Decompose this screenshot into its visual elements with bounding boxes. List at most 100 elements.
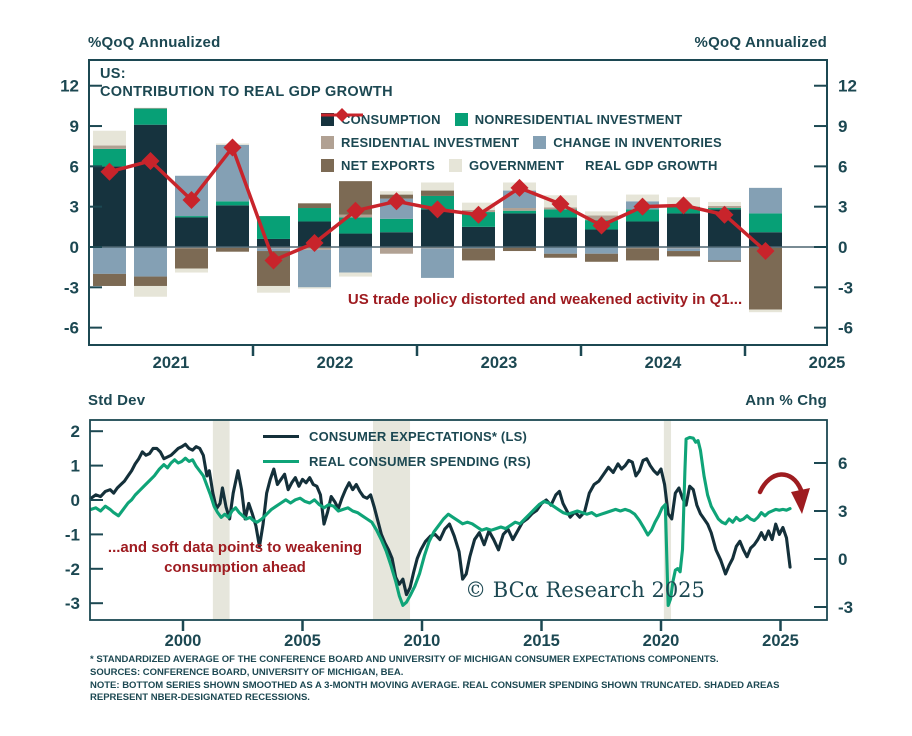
axis-tick-label: -3 (64, 278, 79, 297)
axis-tick-label: -6 (838, 319, 853, 338)
gdp-diamond (756, 242, 775, 261)
legend-item-net-exports: NET EXPORTS (321, 158, 435, 173)
bar-segment (585, 247, 618, 254)
legend-label: RESIDENTIAL INVESTMENT (341, 135, 520, 150)
top-left-axis-unit: %QoQ Annualized (88, 34, 221, 51)
bar-segment (175, 216, 208, 218)
bar-segment (257, 285, 290, 293)
legend-label: CONSUMPTION (341, 112, 441, 127)
down-arrow-icon (757, 472, 804, 495)
bar-segment (462, 248, 495, 261)
top-chart-legend: CONSUMPTION NONRESIDENTIAL INVESTMENT RE… (321, 108, 736, 177)
bar-segment (708, 260, 741, 262)
bar-segment (749, 213, 782, 233)
bar-segment (298, 249, 331, 288)
bar-segment (216, 205, 249, 247)
gdp-diamond (428, 200, 447, 219)
gdp-diamond (674, 196, 693, 215)
bar-segment (134, 124, 167, 247)
axis-tick-label: 6 (838, 454, 847, 473)
nonresidential-swatch-icon (454, 113, 468, 126)
axis-tick-label: 3 (838, 502, 847, 521)
bar-segment (585, 253, 618, 262)
legend-label: GOVERNMENT (468, 158, 565, 173)
legend-item-residential: RESIDENTIAL INVESTMENT (321, 135, 519, 150)
footnotes: * STANDARDIZED AVERAGE OF THE CONFERENCE… (90, 654, 870, 705)
bottom-left-axis-unit: Std Dev (88, 392, 146, 409)
bar-segment (749, 187, 782, 214)
bar-segment (93, 273, 126, 286)
government-swatch-icon (448, 159, 462, 172)
spending-line-icon (263, 459, 299, 464)
residential-swatch-icon (321, 136, 334, 149)
axis-tick-label: 2 (71, 422, 80, 441)
year-label: 2025 (809, 354, 846, 372)
year-label: 2010 (404, 632, 441, 650)
bar-segment (380, 232, 413, 247)
bar-segment (339, 272, 372, 277)
axis-tick-label: 12 (60, 77, 79, 96)
gdp-diamond (305, 233, 324, 252)
axis-tick-label: 0 (838, 550, 847, 569)
axis-tick-label: -1 (65, 525, 80, 544)
top-chart-title-line1: US: (100, 66, 126, 82)
legend-row-3: NET EXPORTS GOVERNMENT REAL GDP GROWTH (321, 108, 736, 177)
bar-segment (134, 108, 167, 125)
legend-label: NONRESIDENTIAL INVESTMENT (474, 112, 683, 127)
bar-segment (544, 253, 577, 258)
year-label: 2020 (643, 632, 680, 650)
legend-row-2: RESIDENTIAL INVESTMENT CHANGE IN INVENTO… (321, 131, 736, 154)
bar-segment (175, 217, 208, 247)
legend-item-government: GOVERNMENT (448, 158, 565, 173)
bar-segment (339, 233, 372, 247)
bar-segment (93, 148, 126, 167)
gdp-diamond (551, 194, 570, 213)
legend-label: NET EXPORTS (341, 158, 435, 173)
gdp-diamond (141, 151, 160, 170)
recession-band (212, 420, 230, 620)
year-label: 2015 (523, 632, 560, 650)
expectations-line-icon (263, 434, 299, 439)
bar-segment (298, 208, 331, 222)
axis-tick-label: 0 (838, 238, 847, 257)
bottom-chart-legend: CONSUMER EXPECTATIONS* (LS) REAL CONSUME… (263, 424, 531, 474)
gdp-diamond (633, 197, 652, 216)
bar-segment (421, 190, 454, 196)
bottom-annotation-line2: consumption ahead (164, 559, 306, 576)
gdp-diamond (223, 138, 242, 157)
bar-segment (421, 182, 454, 191)
legend-label: CONSUMER EXPECTATIONS* (LS) (309, 429, 527, 444)
bar-segment (667, 251, 700, 257)
axis-tick-label: 12 (838, 77, 857, 96)
bar-segment (93, 247, 126, 274)
gdp-diamond (264, 251, 283, 270)
bar-segment (134, 247, 167, 277)
axis-tick-label: -2 (65, 560, 80, 579)
bottom-plot-border (89, 419, 828, 621)
gdp-diamond (510, 178, 529, 197)
legend-label: REAL CONSUMER SPENDING (RS) (309, 454, 531, 469)
footnote-line: NOTE: BOTTOM SERIES SHOWN SMOOTHED AS A … (90, 679, 780, 691)
axis-tick-label: -3 (838, 598, 853, 617)
axis-tick-label: 0 (71, 491, 80, 510)
bar-segment (339, 217, 372, 234)
bar-segment (626, 248, 659, 261)
axis-tick-label: 3 (70, 198, 79, 217)
axis-tick-label: 6 (838, 157, 847, 176)
bca-research-watermark: © BCα Research 2025 (465, 578, 705, 602)
footnote-line: SOURCES: CONFERENCE BOARD, UNIVERSITY OF… (90, 666, 404, 678)
bar-segment (462, 226, 495, 247)
legend-item-consumer-spending: REAL CONSUMER SPENDING (RS) (263, 449, 531, 474)
bar-segment (257, 248, 290, 252)
bottom-right-axis-unit: Ann % Chg (745, 392, 827, 409)
bar-segment (380, 247, 413, 254)
bar-segment (298, 287, 331, 289)
bar-segment (544, 217, 577, 247)
bar-segment (216, 201, 249, 206)
year-label: 2005 (284, 632, 321, 650)
year-label: 2025 (762, 632, 799, 650)
legend-item-inventories: CHANGE IN INVENTORIES (533, 135, 722, 150)
recession-band (663, 420, 672, 620)
axis-tick-label: 1 (71, 457, 80, 476)
